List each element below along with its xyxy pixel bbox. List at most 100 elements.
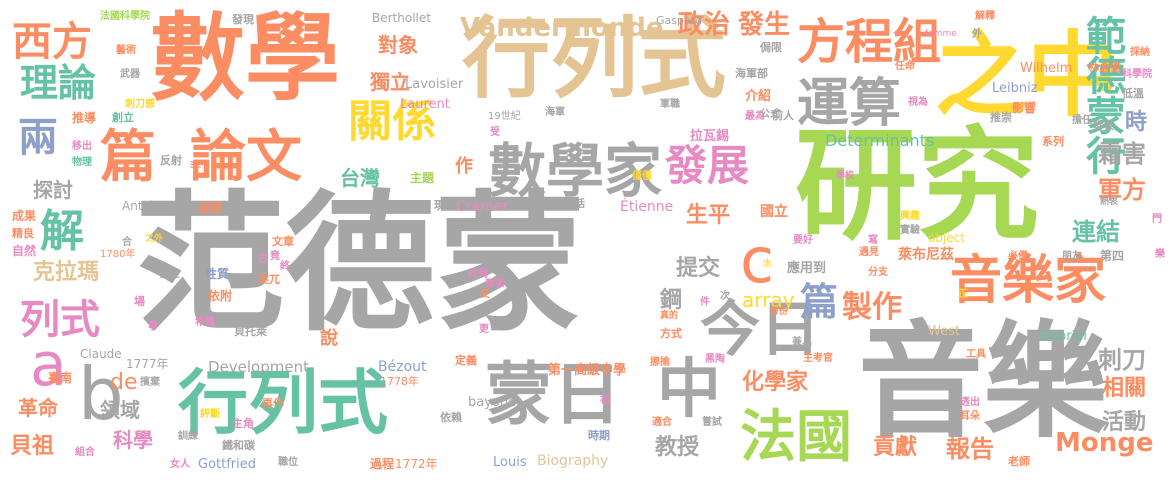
word-louis: Louis bbox=[493, 455, 527, 470]
word-determinants: Determinants bbox=[825, 131, 935, 150]
word-jieshao: 介紹 bbox=[745, 89, 772, 104]
word-xuexiao: 學校 bbox=[836, 171, 855, 181]
word-ziran: 自然 bbox=[12, 244, 37, 258]
word-fangshi: 方式 bbox=[660, 327, 682, 340]
word-haijunbu: 海軍部 bbox=[735, 67, 768, 80]
word-zuiwei: 最為 bbox=[745, 111, 765, 122]
word-taiwan: 台灣 bbox=[340, 166, 380, 190]
word-wenzhang: 文章 bbox=[272, 235, 294, 248]
word-berthollet: Berthollet bbox=[372, 11, 431, 25]
word-zhong: 中 bbox=[657, 353, 721, 427]
word-development: Development bbox=[208, 358, 309, 376]
word-1772: 1772年 bbox=[395, 457, 438, 471]
word-shuxue: 數學 bbox=[150, 4, 341, 114]
word-zhizhi: 直至 bbox=[160, 269, 180, 280]
word-rezhong: 熱衷 bbox=[1100, 197, 1119, 207]
word-faxian: 發現 bbox=[232, 13, 254, 26]
word-leibniz: Leibniz bbox=[992, 81, 1038, 96]
word-disi: 第四 bbox=[1100, 249, 1125, 263]
word-gang: 鋼 bbox=[660, 288, 683, 313]
word-de: de bbox=[110, 370, 138, 395]
word-sharen: 殺人 bbox=[200, 235, 222, 248]
word-chu: 初 bbox=[600, 395, 610, 406]
word-xila: 希臘 bbox=[195, 317, 215, 328]
word-shuxuejia: 數學家 bbox=[488, 137, 663, 205]
word-etienne: Étienne bbox=[620, 199, 674, 215]
word-fandemeng: 范德蒙 bbox=[135, 178, 586, 352]
word-men: 門 bbox=[1152, 214, 1162, 225]
word-jiaoshou: 教授 bbox=[655, 435, 700, 460]
word-lawaxi: 拉瓦錫 bbox=[690, 129, 730, 144]
word-zhuti: 主題 bbox=[410, 171, 435, 185]
word-a: a bbox=[30, 330, 67, 400]
word-gaspard: Gaspard bbox=[656, 14, 703, 27]
word-geming: 革命 bbox=[18, 396, 58, 420]
word-wilhelm: Wilhelm bbox=[1020, 61, 1073, 76]
word-shi-affair: 事 bbox=[148, 321, 158, 332]
word-lunwen: 論文 bbox=[190, 125, 302, 190]
word-tuwu: 突兀 bbox=[258, 273, 280, 286]
word-yaohao: 要好 bbox=[793, 235, 813, 246]
word-bibei: 必備 bbox=[1008, 251, 1028, 262]
word-femme: femme bbox=[925, 29, 957, 39]
word-zhengzhi: 政治 bbox=[678, 10, 731, 40]
word-xueshu: 學術 bbox=[1000, 389, 1020, 400]
word-haijun: 海軍 bbox=[545, 107, 565, 118]
word-shiqi: 時期 bbox=[588, 429, 610, 442]
word-tai: 太 bbox=[763, 259, 773, 269]
word-junshi: 軍事 bbox=[485, 279, 505, 290]
word-zuhe: 組合 bbox=[75, 447, 95, 458]
word-zhiwai: 之外 bbox=[145, 234, 164, 244]
word-fanshe: 反射 bbox=[160, 154, 182, 167]
word-shou: 受 bbox=[490, 127, 500, 138]
word-19shiji: 19世紀 bbox=[488, 111, 521, 122]
word-dingyi: 定義 bbox=[455, 354, 477, 367]
word-laurent: Laurent bbox=[400, 97, 450, 112]
word-fangchengzu: 方程組 bbox=[797, 14, 942, 70]
word-tiehetan: 鐵和碳 bbox=[222, 439, 255, 452]
word-cramer: Cramer bbox=[456, 199, 509, 215]
word-nuren: 女人 bbox=[170, 459, 190, 470]
word-binqi: 擯棄 bbox=[140, 377, 160, 388]
word-xiangguan: 相關 bbox=[1102, 376, 1147, 401]
word-huaxuejia: 化學家 bbox=[742, 370, 809, 395]
word-zaizuo: 再作 bbox=[262, 397, 284, 410]
word-chang: 場 bbox=[134, 295, 145, 308]
word-buzhang: 部長 bbox=[368, 201, 388, 212]
word-baogao: 報告 bbox=[946, 435, 994, 463]
word-monge: Monge bbox=[1055, 428, 1154, 458]
word-faguokexueyuan: 法國科學院 bbox=[100, 11, 150, 22]
word-shihe: 適合 bbox=[652, 417, 672, 428]
word-gu: 古 bbox=[258, 254, 268, 265]
word-c: c bbox=[740, 224, 775, 297]
word-mengri: 蒙日 bbox=[485, 356, 622, 435]
word-yue: 樂 bbox=[1155, 249, 1165, 260]
word-array: array bbox=[742, 288, 795, 312]
word-claude: Claude bbox=[80, 347, 122, 361]
word-guoli: 國立 bbox=[760, 204, 788, 220]
word-zhiwei: 職位 bbox=[278, 457, 298, 468]
word-diyigaoji: 第一高級中學 bbox=[548, 363, 627, 378]
word-shuo: 說 bbox=[320, 328, 338, 349]
word-kexueyuan: 科學院 bbox=[1122, 69, 1152, 80]
word-fei: 非 bbox=[190, 159, 201, 172]
word-fasheng: 發生 bbox=[738, 10, 791, 40]
word-yujian: 遇見 bbox=[859, 247, 879, 258]
word-heitao: 黑陶 bbox=[705, 354, 725, 365]
word-shi: 時 bbox=[1125, 110, 1148, 135]
word-xilie: 系列 bbox=[1042, 135, 1064, 148]
word-qianren: 前人 bbox=[772, 109, 794, 122]
word-xingqu: 興趣 bbox=[900, 211, 920, 222]
word-jieshi: 解釋 bbox=[975, 11, 995, 22]
word-xingzhi: 性質 bbox=[205, 267, 230, 281]
word-baokuo: 包括 bbox=[565, 199, 585, 210]
word-faguo: 法國 bbox=[740, 405, 852, 470]
word-tuidao: 推導 bbox=[72, 111, 97, 125]
word-xifang: 西方 bbox=[12, 19, 92, 65]
word-vandermonde: Vandermonde bbox=[460, 13, 664, 43]
word-gongshi: 公式 bbox=[760, 109, 780, 120]
word-jingliang: 精良 bbox=[12, 227, 34, 240]
word-geng: 更 bbox=[479, 324, 489, 335]
word-biography: Biography bbox=[537, 453, 609, 469]
